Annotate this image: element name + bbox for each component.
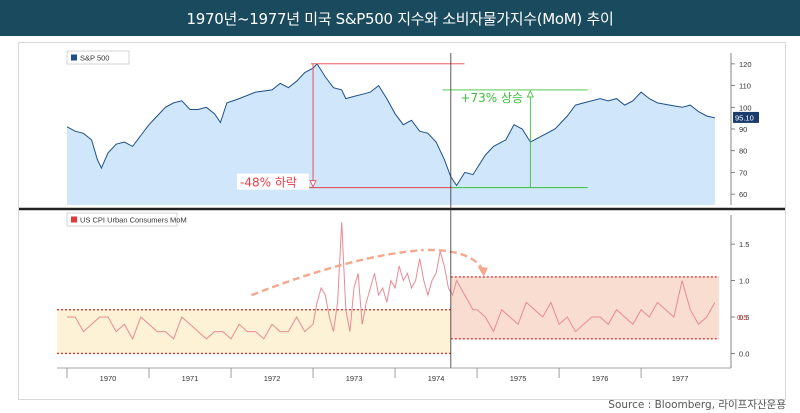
x-tick-label: 1971	[182, 374, 199, 383]
top-y-tick-label: 110	[739, 82, 751, 91]
rise-arrow-head	[526, 90, 535, 98]
x-tick-label: 1972	[264, 374, 281, 383]
source-note: Source : Bloomberg, 라이프자산운용	[608, 399, 786, 411]
title-bar: 1970년~1977년 미국 S&P500 지수와 소비자물가지수(MoM) 추…	[0, 0, 800, 36]
drop-arrow-head	[309, 180, 317, 188]
trend-arrow-left	[251, 248, 424, 297]
sp500-legend-box	[66, 50, 130, 65]
bottom-y-tick-label: 0.0	[739, 349, 749, 358]
trend-arrow-head	[477, 266, 488, 277]
sp500-last-value-tag	[733, 111, 759, 123]
sp500-area	[67, 63, 715, 206]
x-tick-label: 1977	[672, 374, 689, 383]
top-y-tick-label: 100	[739, 103, 752, 112]
cpi-band-after	[450, 276, 719, 339]
chart-panel: 60 70 80 90 100 110 120 95.10 S&P 500 -48% 하락 +73%…	[18, 42, 786, 400]
top-y-tick-label: 90	[739, 125, 747, 134]
trend-arrow-right	[427, 248, 483, 269]
x-tick-label: 1973	[346, 374, 363, 383]
top-y-tick-label: 120	[739, 60, 752, 69]
top-y-tick-label: 80	[739, 147, 747, 156]
x-tick-label: 1975	[510, 374, 527, 383]
drop-label-bg	[237, 173, 310, 190]
cpi-last-value: 0.5	[737, 313, 747, 322]
bottom-y-tick-label: 0.5	[739, 313, 749, 322]
sp500-last-value: 95.10	[735, 113, 754, 122]
cpi-legend-swatch	[71, 216, 77, 223]
top-y-tick-label: 70	[739, 168, 747, 177]
x-tick-label: 1970	[100, 374, 117, 383]
chart-title: 1970년~1977년 미국 S&P500 지수와 소비자물가지수(MoM) 추…	[186, 9, 614, 28]
cpi-legend-label: US CPI Urban Consumers MoM	[80, 216, 187, 225]
cpi-line	[67, 222, 716, 341]
sp500-line	[66, 63, 716, 187]
top-y-tick-label: 60	[739, 190, 747, 199]
x-tick-label: 1976	[592, 374, 609, 383]
bottom-y-tick-label: 1.5	[739, 240, 749, 249]
chart-svg: 60 70 80 90 100 110 120 95.10 S&P 500 -48% 하락 +73%…	[19, 50, 785, 383]
x-tick-label: 1974	[428, 374, 445, 383]
sp500-legend-swatch	[71, 54, 77, 61]
drop-label: -48% 하락	[240, 176, 297, 190]
rise-label: +73% 상승	[460, 91, 523, 105]
sp500-legend-label: S&P 500	[80, 54, 109, 63]
bottom-y-tick-label: 1.0	[739, 277, 749, 286]
cpi-legend-box	[66, 212, 178, 227]
